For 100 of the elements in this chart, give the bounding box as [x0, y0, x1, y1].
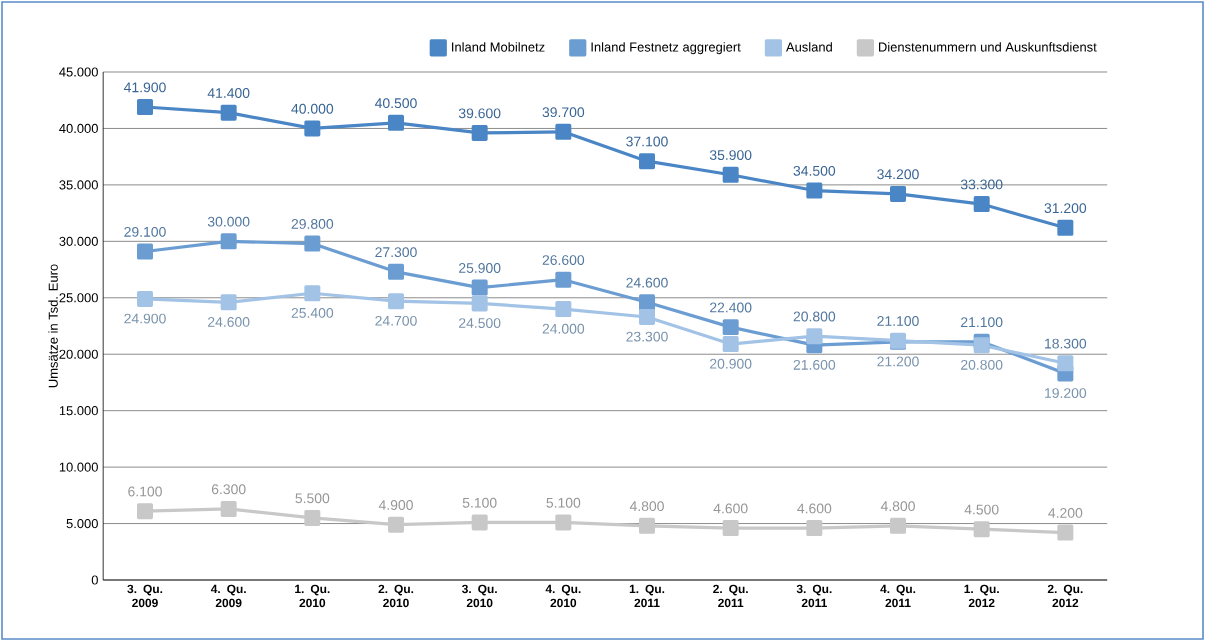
- point: [555, 301, 572, 318]
- data-label: 6.100: [128, 486, 162, 497]
- y-tick-label: 15.000: [59, 406, 98, 416]
- y-tick-label: 25.000: [59, 293, 98, 303]
- point: [388, 114, 405, 131]
- point: [137, 503, 153, 520]
- data-label: 21.100: [877, 316, 919, 326]
- y-tick-label: 30.000: [59, 236, 98, 246]
- x-tick-label: 2. Qu. 2012: [1047, 584, 1083, 608]
- y-tick-label: 45.000: [59, 67, 98, 77]
- legend-label: Inland Festnetz aggregiert: [591, 42, 741, 55]
- point: [304, 509, 321, 526]
- point: [304, 120, 321, 137]
- point: [973, 337, 990, 354]
- data-label: 33.300: [960, 179, 1003, 190]
- data-label: 34.200: [877, 169, 919, 180]
- y-tick-label: 35.000: [59, 180, 98, 190]
- x-tick-label: 1. Qu. 2011: [629, 584, 665, 608]
- point: [722, 166, 739, 183]
- data-label: 29.100: [124, 226, 166, 237]
- point: [137, 243, 153, 260]
- data-label: 6.300: [211, 484, 246, 495]
- data-label: 4.600: [713, 503, 748, 514]
- data-label: 40.000: [291, 103, 334, 114]
- point: [722, 520, 739, 537]
- data-label: 24.900: [124, 313, 166, 324]
- y-tick-label: 20.000: [59, 349, 98, 359]
- data-label: 22.400: [710, 302, 752, 313]
- point: [555, 123, 572, 140]
- data-label: 41.900: [123, 82, 166, 93]
- data-label: 37.100: [626, 136, 668, 147]
- data-label: 4.200: [1048, 508, 1083, 518]
- y-tick-label: 10.000: [59, 462, 98, 472]
- data-label: 4.600: [797, 503, 832, 514]
- point: [137, 98, 153, 115]
- data-label: 24.000: [542, 323, 585, 334]
- legend-label: Ausland: [786, 42, 832, 52]
- point: [1057, 219, 1074, 236]
- point: [388, 516, 405, 533]
- point: [555, 514, 572, 531]
- legend-label: Dienstenummern und Auskunftsdienst: [879, 42, 1097, 52]
- point: [304, 235, 321, 252]
- y-tick-label: 40.000: [59, 123, 98, 134]
- data-label: 27.300: [375, 247, 417, 258]
- point: [220, 233, 237, 250]
- point: [304, 285, 321, 302]
- data-label: 25.400: [291, 308, 334, 318]
- point: [471, 124, 488, 141]
- data-label: 24.500: [459, 318, 501, 328]
- point: [722, 319, 739, 336]
- data-label: 35.900: [709, 150, 752, 160]
- data-label: 4.900: [378, 500, 413, 510]
- data-label: 20.800: [961, 359, 1003, 370]
- point: [890, 185, 907, 202]
- data-label: 24.700: [375, 315, 417, 326]
- point: [220, 500, 237, 517]
- y-axis-title: Umsätze in Tsd. Euro: [48, 264, 58, 388]
- point: [388, 263, 405, 280]
- point: [639, 517, 656, 534]
- x-tick-label: 2. Qu. 2010: [378, 584, 414, 608]
- x-tick-label: 4. Qu. 2010: [545, 584, 581, 608]
- point: [388, 293, 405, 310]
- data-label: 5.100: [546, 497, 581, 508]
- point: [722, 336, 739, 353]
- data-label: 4.800: [629, 501, 664, 512]
- data-label: 25.900: [459, 263, 501, 273]
- point: [973, 521, 990, 538]
- point: [639, 294, 656, 311]
- data-label: 5.100: [462, 497, 497, 508]
- data-label: 29.800: [291, 219, 334, 229]
- data-label: 19.200: [1045, 388, 1087, 398]
- data-label: 34.500: [793, 165, 836, 176]
- point: [639, 308, 656, 325]
- x-tick-label: 4. Qu. 2011: [880, 584, 916, 608]
- data-label: 39.700: [542, 107, 585, 118]
- point: [220, 104, 237, 121]
- data-label: 30.000: [207, 216, 250, 227]
- point: [137, 290, 153, 307]
- data-label: 26.600: [542, 255, 585, 265]
- data-label: 31.200: [1044, 203, 1087, 214]
- data-label: 39.600: [458, 108, 501, 119]
- point: [471, 279, 488, 296]
- point: [555, 271, 572, 288]
- point: [220, 294, 237, 311]
- point: [471, 514, 488, 531]
- data-label: 20.800: [793, 311, 836, 322]
- point: [471, 295, 488, 312]
- x-tick-label: 1. Qu. 2010: [295, 584, 330, 608]
- point: [973, 196, 990, 213]
- point: [890, 517, 907, 534]
- x-tick-label: 1. Qu. 2012: [964, 584, 999, 608]
- point: [806, 328, 823, 345]
- point: [1057, 355, 1074, 372]
- data-label: 4.500: [964, 504, 999, 515]
- x-tick-label: 2. Qu. 2011: [713, 584, 748, 608]
- point: [1057, 524, 1074, 541]
- data-label: 24.600: [626, 277, 668, 288]
- x-tick-label: 3. Qu. 2011: [796, 584, 832, 608]
- data-label: 40.500: [374, 98, 417, 109]
- data-label: 4.800: [880, 501, 915, 512]
